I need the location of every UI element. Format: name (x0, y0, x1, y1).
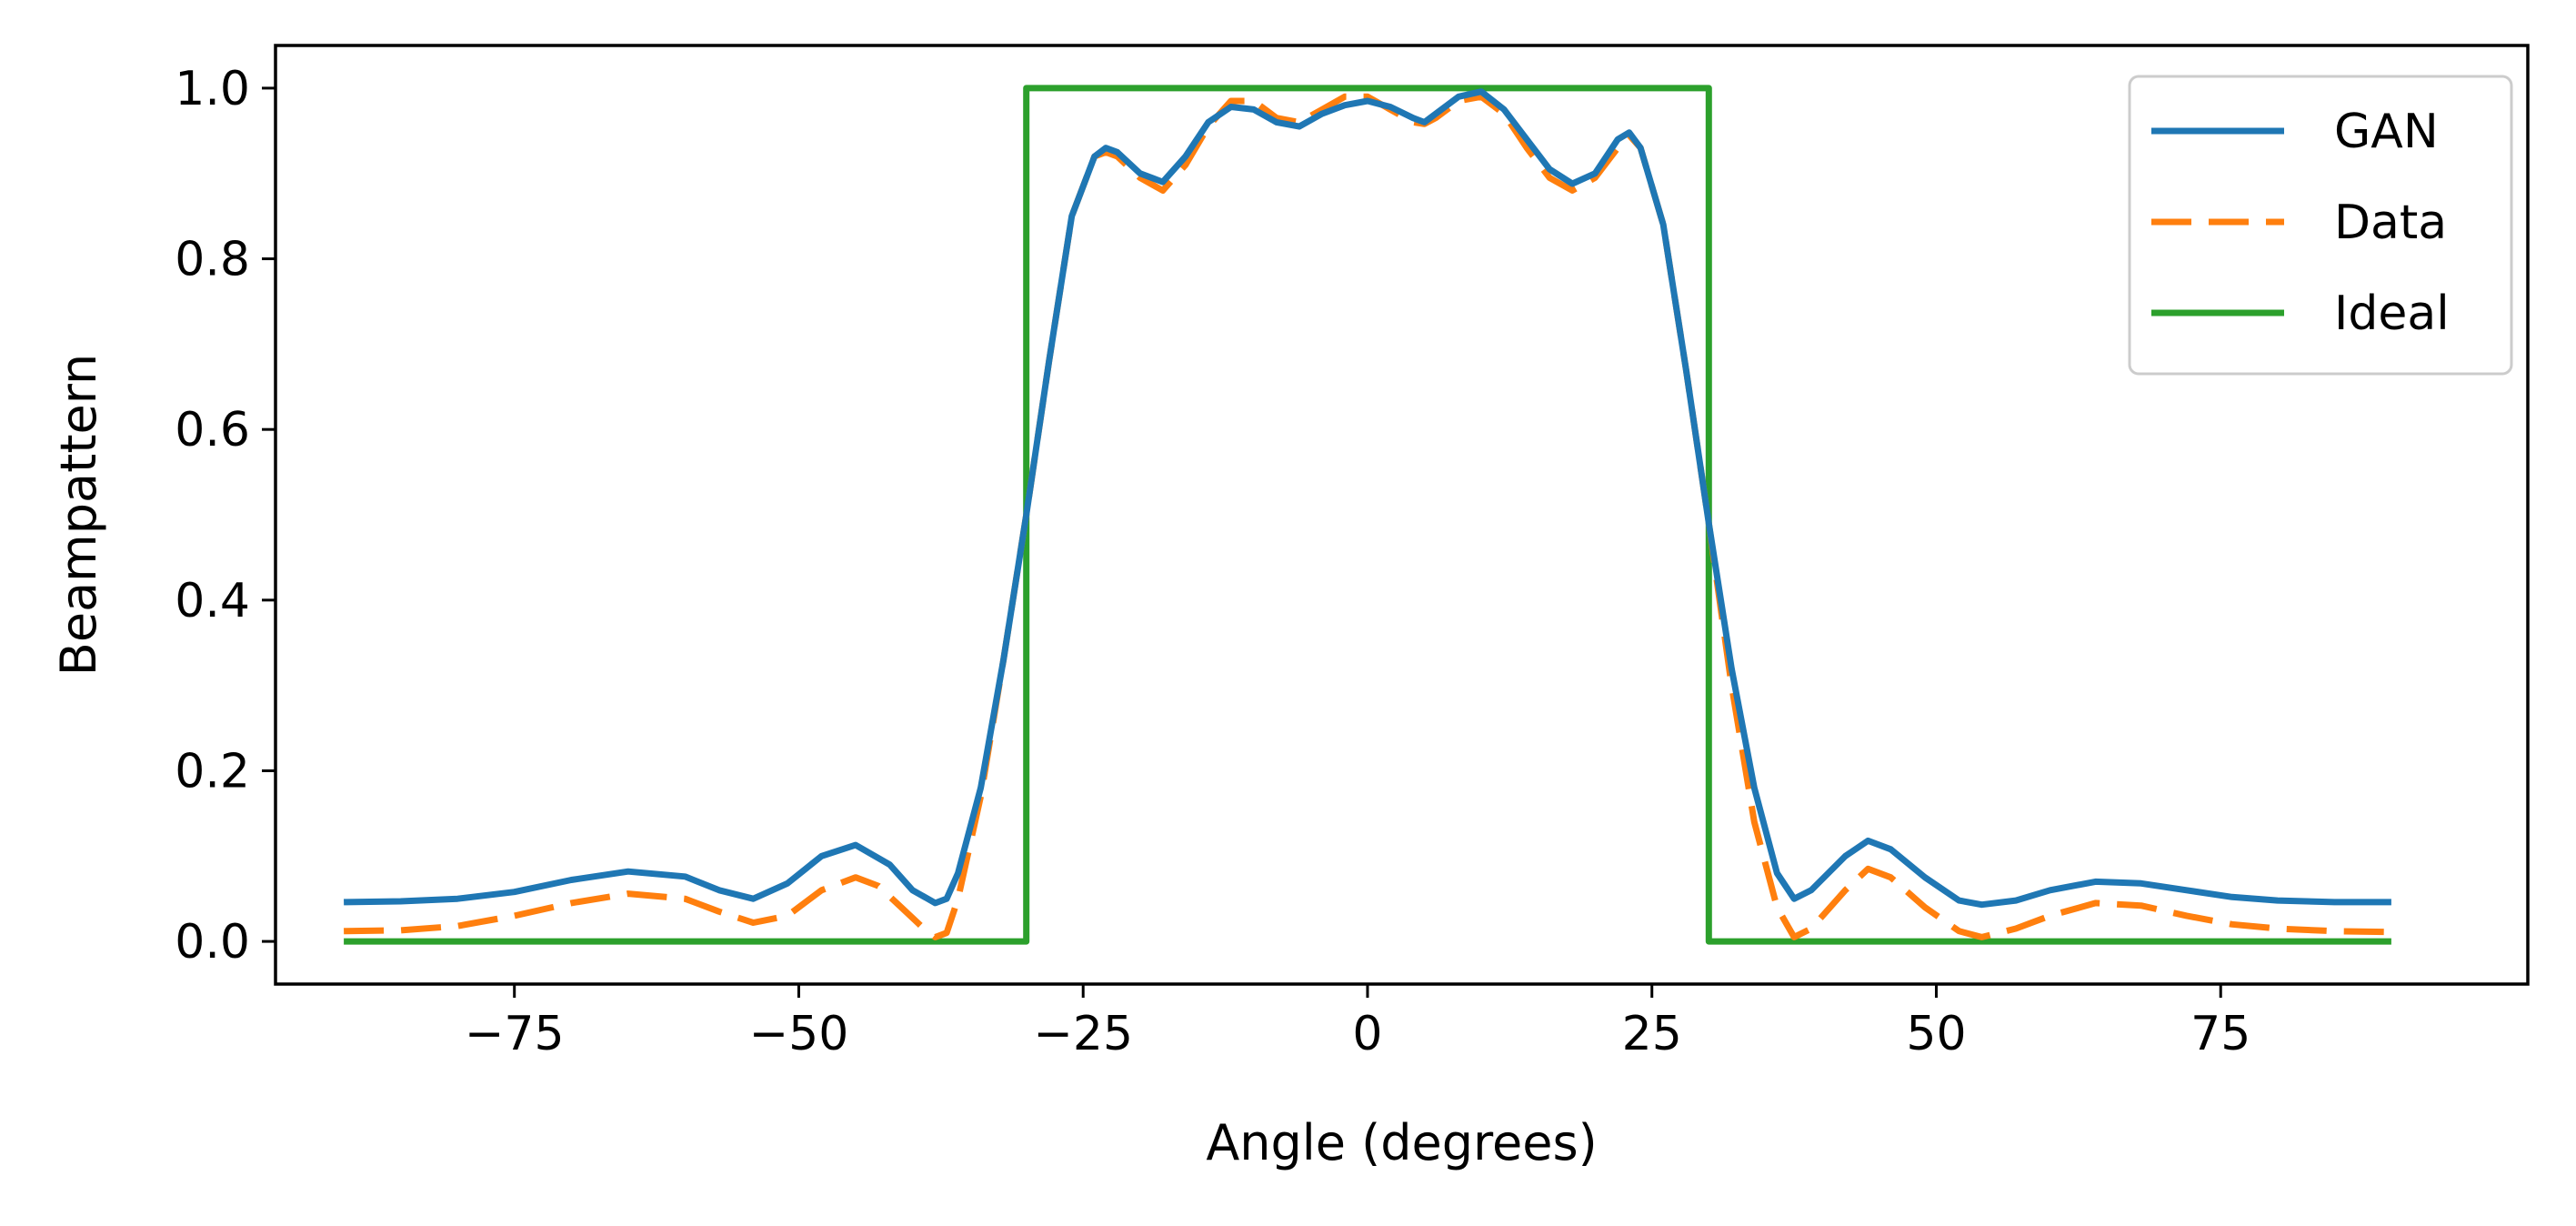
y-tick-label: 0.0 (175, 915, 250, 970)
legend-label-data: Data (2334, 196, 2447, 250)
x-tick-label: 25 (1622, 1007, 1682, 1061)
x-tick-label: −25 (1033, 1007, 1133, 1061)
series-lines (344, 85, 2391, 945)
legend: GAN Data Ideal (2128, 75, 2513, 376)
y-tick-label: 0.8 (175, 233, 250, 287)
x-tick-label: 50 (1906, 1007, 1966, 1061)
legend-label-gan: GAN (2334, 105, 2439, 159)
series-line-ideal (344, 85, 2391, 945)
y-tick-label: 0.2 (175, 744, 250, 799)
series-line-gan (344, 88, 2391, 909)
y-axis-label: Beampattern (50, 354, 107, 676)
x-axis-label: Angle (degrees) (1206, 1114, 1597, 1171)
y-tick-label: 1.0 (175, 62, 250, 116)
axis-ticks: −75 −50 −25 0 25 50 75 0.0 0.2 0.4 0.6 0.8 1.0 (175, 62, 2250, 1061)
x-tick-label: −50 (749, 1007, 849, 1061)
y-tick-label: 0.4 (175, 574, 250, 628)
x-tick-label: 0 (1352, 1007, 1382, 1061)
legend-box (2128, 75, 2513, 376)
plot-area-frame (274, 44, 2530, 986)
y-tick-label: 0.6 (175, 403, 250, 457)
x-tick-label: 75 (2190, 1007, 2250, 1061)
legend-label-ideal: Ideal (2334, 286, 2450, 341)
series-line-data (344, 93, 2391, 940)
x-tick-label: −75 (465, 1007, 565, 1061)
